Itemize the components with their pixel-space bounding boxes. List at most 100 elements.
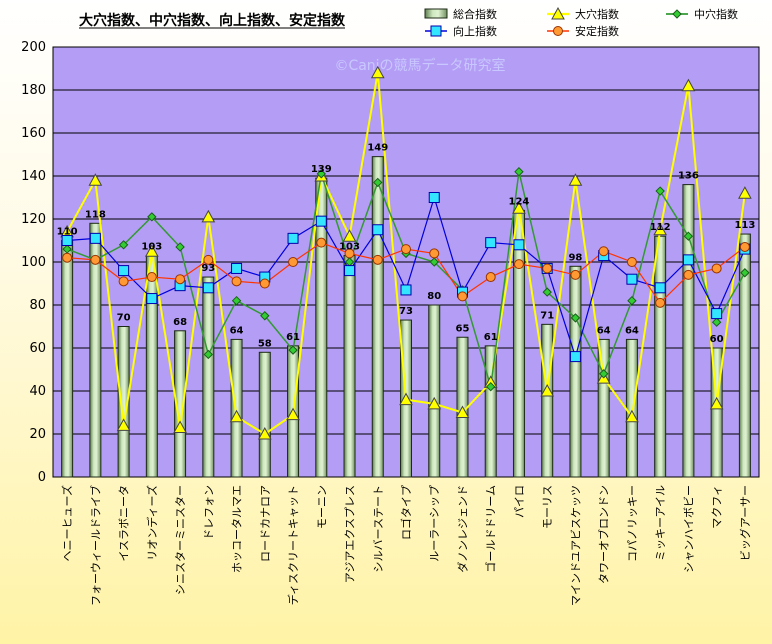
series-marker (739, 241, 750, 252)
data-label: 136 (678, 171, 699, 182)
series-marker (231, 295, 242, 306)
series-marker (627, 295, 637, 306)
series-marker (738, 186, 752, 199)
bar (117, 326, 130, 478)
x-category-label: ビッグアーサー (738, 485, 752, 561)
x-category-label: コパノリッキー (626, 485, 639, 562)
y-tick-label: 20 (29, 427, 46, 442)
bar (371, 156, 384, 478)
series-marker (654, 282, 666, 294)
series-marker (89, 232, 101, 244)
bar (89, 222, 102, 478)
series-marker (175, 274, 186, 285)
bar (541, 323, 554, 478)
series-marker (655, 186, 665, 196)
series-marker (514, 166, 524, 177)
series-marker (598, 246, 609, 257)
series-marker (540, 383, 555, 397)
y-tick-label: 0 (38, 470, 46, 485)
data-label: 71 (540, 310, 554, 321)
series-marker (61, 235, 73, 246)
series-marker (513, 259, 524, 270)
legend-swatch (424, 8, 448, 19)
series-marker (315, 215, 327, 227)
series-marker (653, 222, 668, 236)
series-marker (287, 232, 299, 244)
data-label: 103 (141, 242, 162, 253)
x-category-label: マクフィ (711, 485, 724, 529)
series-marker (288, 257, 299, 267)
series-marker (231, 276, 242, 287)
data-label: 118 (85, 209, 106, 220)
y-tick-label: 80 (29, 298, 46, 313)
series-marker (427, 396, 442, 410)
x-category-label: パイロ (513, 485, 526, 518)
series-marker (372, 224, 384, 236)
series-marker (455, 405, 470, 418)
x-category-label: ゴールドドリーム (484, 485, 498, 573)
x-category-label: ダノンレジェンド (455, 485, 469, 573)
y-tick-label: 160 (21, 126, 46, 141)
x-category-label: イスラボニータ (118, 485, 131, 562)
legend-marker (672, 9, 682, 19)
series-marker (683, 269, 694, 280)
series-marker (542, 263, 553, 274)
data-label: 60 (710, 334, 724, 345)
data-label: 93 (201, 263, 215, 274)
data-label: 139 (311, 164, 332, 175)
series-marker (428, 192, 440, 203)
series-marker (740, 268, 750, 278)
series-marker (711, 317, 722, 327)
x-category-label: ミッキーアイル (654, 485, 667, 561)
data-label: 68 (173, 317, 187, 328)
series-marker (147, 212, 157, 222)
data-label: 70 (117, 313, 131, 324)
series-marker (231, 262, 243, 274)
y-tick-label: 40 (29, 384, 46, 399)
x-category-label: ヘニーヒューズ (60, 485, 74, 561)
data-label: 64 (625, 325, 639, 336)
data-label: 58 (258, 338, 272, 349)
data-label: 113 (734, 220, 755, 231)
bar (682, 184, 695, 478)
series-marker (512, 201, 526, 214)
series-marker (598, 369, 609, 379)
series-marker (485, 272, 496, 283)
series-marker (146, 272, 157, 283)
bar (484, 345, 497, 478)
series-marker (229, 409, 244, 423)
y-tick-label: 120 (21, 212, 46, 227)
series-marker (429, 257, 439, 267)
bar (343, 255, 356, 478)
series-marker (316, 237, 327, 248)
series-marker (259, 278, 270, 289)
bar (738, 233, 751, 478)
series-marker (118, 265, 130, 277)
series-marker (682, 254, 694, 266)
legend-marker (430, 25, 442, 37)
legend-label: 安定指数 (575, 24, 619, 38)
series-marker (626, 273, 638, 285)
data-label: 149 (367, 143, 388, 154)
watermark-text: ©Caniの競馬データ研究室 (334, 57, 505, 74)
series-marker (203, 254, 214, 265)
x-category-label: シニスターミニスター (174, 485, 187, 595)
series-marker (569, 351, 581, 363)
series-marker (681, 78, 696, 92)
bar (230, 338, 243, 478)
x-category-label: ディスクリートキャット (286, 485, 300, 605)
series-marker (400, 284, 412, 296)
data-label: 65 (456, 323, 470, 334)
series-marker (201, 209, 216, 223)
series-marker (173, 420, 187, 434)
data-label: 64 (597, 325, 611, 336)
series-marker (683, 231, 694, 241)
series-marker (260, 311, 270, 321)
legend-label: 向上指数 (453, 24, 497, 38)
series-marker (370, 65, 385, 79)
series-marker (116, 418, 131, 431)
series-marker (344, 248, 355, 259)
x-category-label: ロゴタイプ (399, 485, 413, 540)
data-label: 73 (399, 306, 413, 317)
